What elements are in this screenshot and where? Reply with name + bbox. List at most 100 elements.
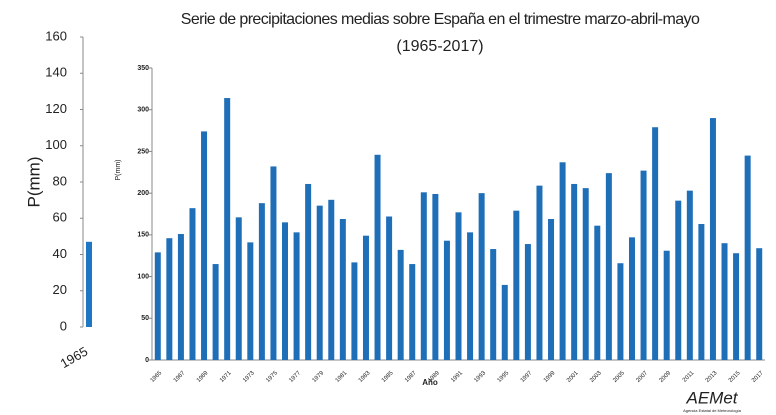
y-tick-label: 60 — [53, 210, 67, 225]
bar — [224, 98, 231, 360]
x-tick-label: 2001 — [566, 370, 580, 384]
x-tick-label: 1975 — [265, 370, 279, 384]
y-tick-label: 100 — [45, 137, 67, 152]
bar — [316, 205, 323, 360]
bar — [386, 216, 393, 360]
bar — [582, 188, 589, 360]
chart-title: Serie de precipitaciones medias sobre Es… — [181, 11, 700, 28]
x-tick-label: 2011 — [682, 370, 696, 384]
bar — [282, 222, 289, 360]
bar — [166, 238, 173, 360]
y-axis-label: P(mm) — [24, 157, 43, 208]
bar — [628, 237, 635, 360]
bar — [201, 131, 208, 360]
y-tick-label: 20 — [53, 282, 67, 297]
x-axis-label: Año — [422, 378, 438, 387]
bar — [675, 200, 682, 360]
y-tick-label: 160 — [45, 28, 67, 43]
bar — [559, 162, 566, 360]
x-tick-label: 1973 — [242, 370, 256, 384]
bar — [328, 199, 335, 360]
x-tick-label: 2007 — [635, 370, 649, 384]
bar — [605, 173, 612, 360]
bar — [305, 183, 312, 360]
x-tick-label: 1993 — [473, 370, 487, 384]
x-tick-label: 1979 — [312, 370, 326, 384]
bar — [721, 243, 728, 360]
y-axis-label: P(mm) — [115, 160, 122, 181]
bar — [362, 235, 369, 360]
bar — [177, 234, 184, 360]
y-tick-label: 0 — [145, 357, 149, 364]
y-tick-label: 40 — [53, 246, 67, 261]
y-tick-label: 250 — [137, 148, 149, 155]
bar — [536, 185, 543, 360]
bar — [663, 250, 670, 360]
bar — [571, 183, 578, 360]
chart-subtitle: (1965-2017) — [396, 38, 483, 55]
x-tick-label: 2009 — [659, 370, 673, 384]
y-tick-label: 140 — [45, 65, 67, 80]
bar — [455, 212, 462, 360]
y-tick-label: 350 — [137, 65, 149, 72]
bar — [686, 190, 693, 360]
bar — [640, 170, 647, 360]
bar — [443, 240, 450, 360]
y-tick-label: 120 — [45, 101, 67, 116]
bar — [247, 242, 254, 360]
x-tick-label: 1977 — [288, 370, 302, 384]
bar — [652, 127, 659, 360]
x-tick-label: 2013 — [705, 370, 719, 384]
y-tick-label: 300 — [137, 107, 149, 114]
bar — [513, 210, 520, 360]
x-tick-label: 2017 — [751, 370, 765, 384]
bar — [698, 224, 705, 360]
x-tick-label: 2015 — [728, 370, 742, 384]
x-tick-label: 1983 — [358, 370, 372, 384]
x-tick-label: 1995 — [497, 370, 511, 384]
y-tick-label: 100 — [137, 273, 149, 280]
bar — [501, 284, 508, 360]
y-tick-label: 150 — [137, 232, 149, 239]
bar — [154, 252, 161, 360]
bar — [374, 154, 381, 360]
bar — [351, 262, 358, 360]
y-tick-label: 200 — [137, 190, 149, 197]
bar — [212, 264, 219, 360]
bar — [744, 155, 751, 360]
x-tick-label: 1997 — [520, 370, 534, 384]
bar — [235, 217, 242, 360]
bar — [733, 253, 740, 360]
bar — [339, 219, 346, 360]
x-tick-label: 1967 — [173, 370, 187, 384]
y-tick-label: 80 — [53, 173, 67, 188]
x-tick-label: 1965 — [150, 370, 164, 384]
bar — [478, 193, 485, 360]
bar — [258, 203, 265, 360]
bar — [617, 263, 624, 360]
bar — [709, 118, 716, 360]
x-tick-label: 1969 — [196, 370, 210, 384]
bar — [548, 219, 555, 360]
bar — [293, 232, 300, 360]
x-tick-label: 1991 — [450, 370, 464, 384]
bar — [270, 166, 277, 360]
bar — [432, 193, 439, 360]
bar — [524, 244, 531, 360]
logo-subtitle: Agencia Estatal de Meteorología — [683, 408, 742, 413]
x-tick-label: 2005 — [612, 370, 626, 384]
x-tick-label: 1965 — [58, 344, 91, 371]
bar — [86, 241, 92, 327]
x-tick-label: 1981 — [335, 370, 349, 384]
x-tick-label: 1987 — [404, 370, 418, 384]
y-tick-label: 50 — [141, 315, 149, 322]
y-tick-label: 0 — [60, 318, 67, 333]
x-tick-label: 1971 — [219, 370, 233, 384]
x-tick-label: 1999 — [543, 370, 557, 384]
bar — [409, 264, 416, 360]
x-tick-label: 2003 — [589, 370, 603, 384]
bar — [189, 208, 196, 360]
bar — [594, 225, 601, 360]
bar — [397, 249, 404, 360]
